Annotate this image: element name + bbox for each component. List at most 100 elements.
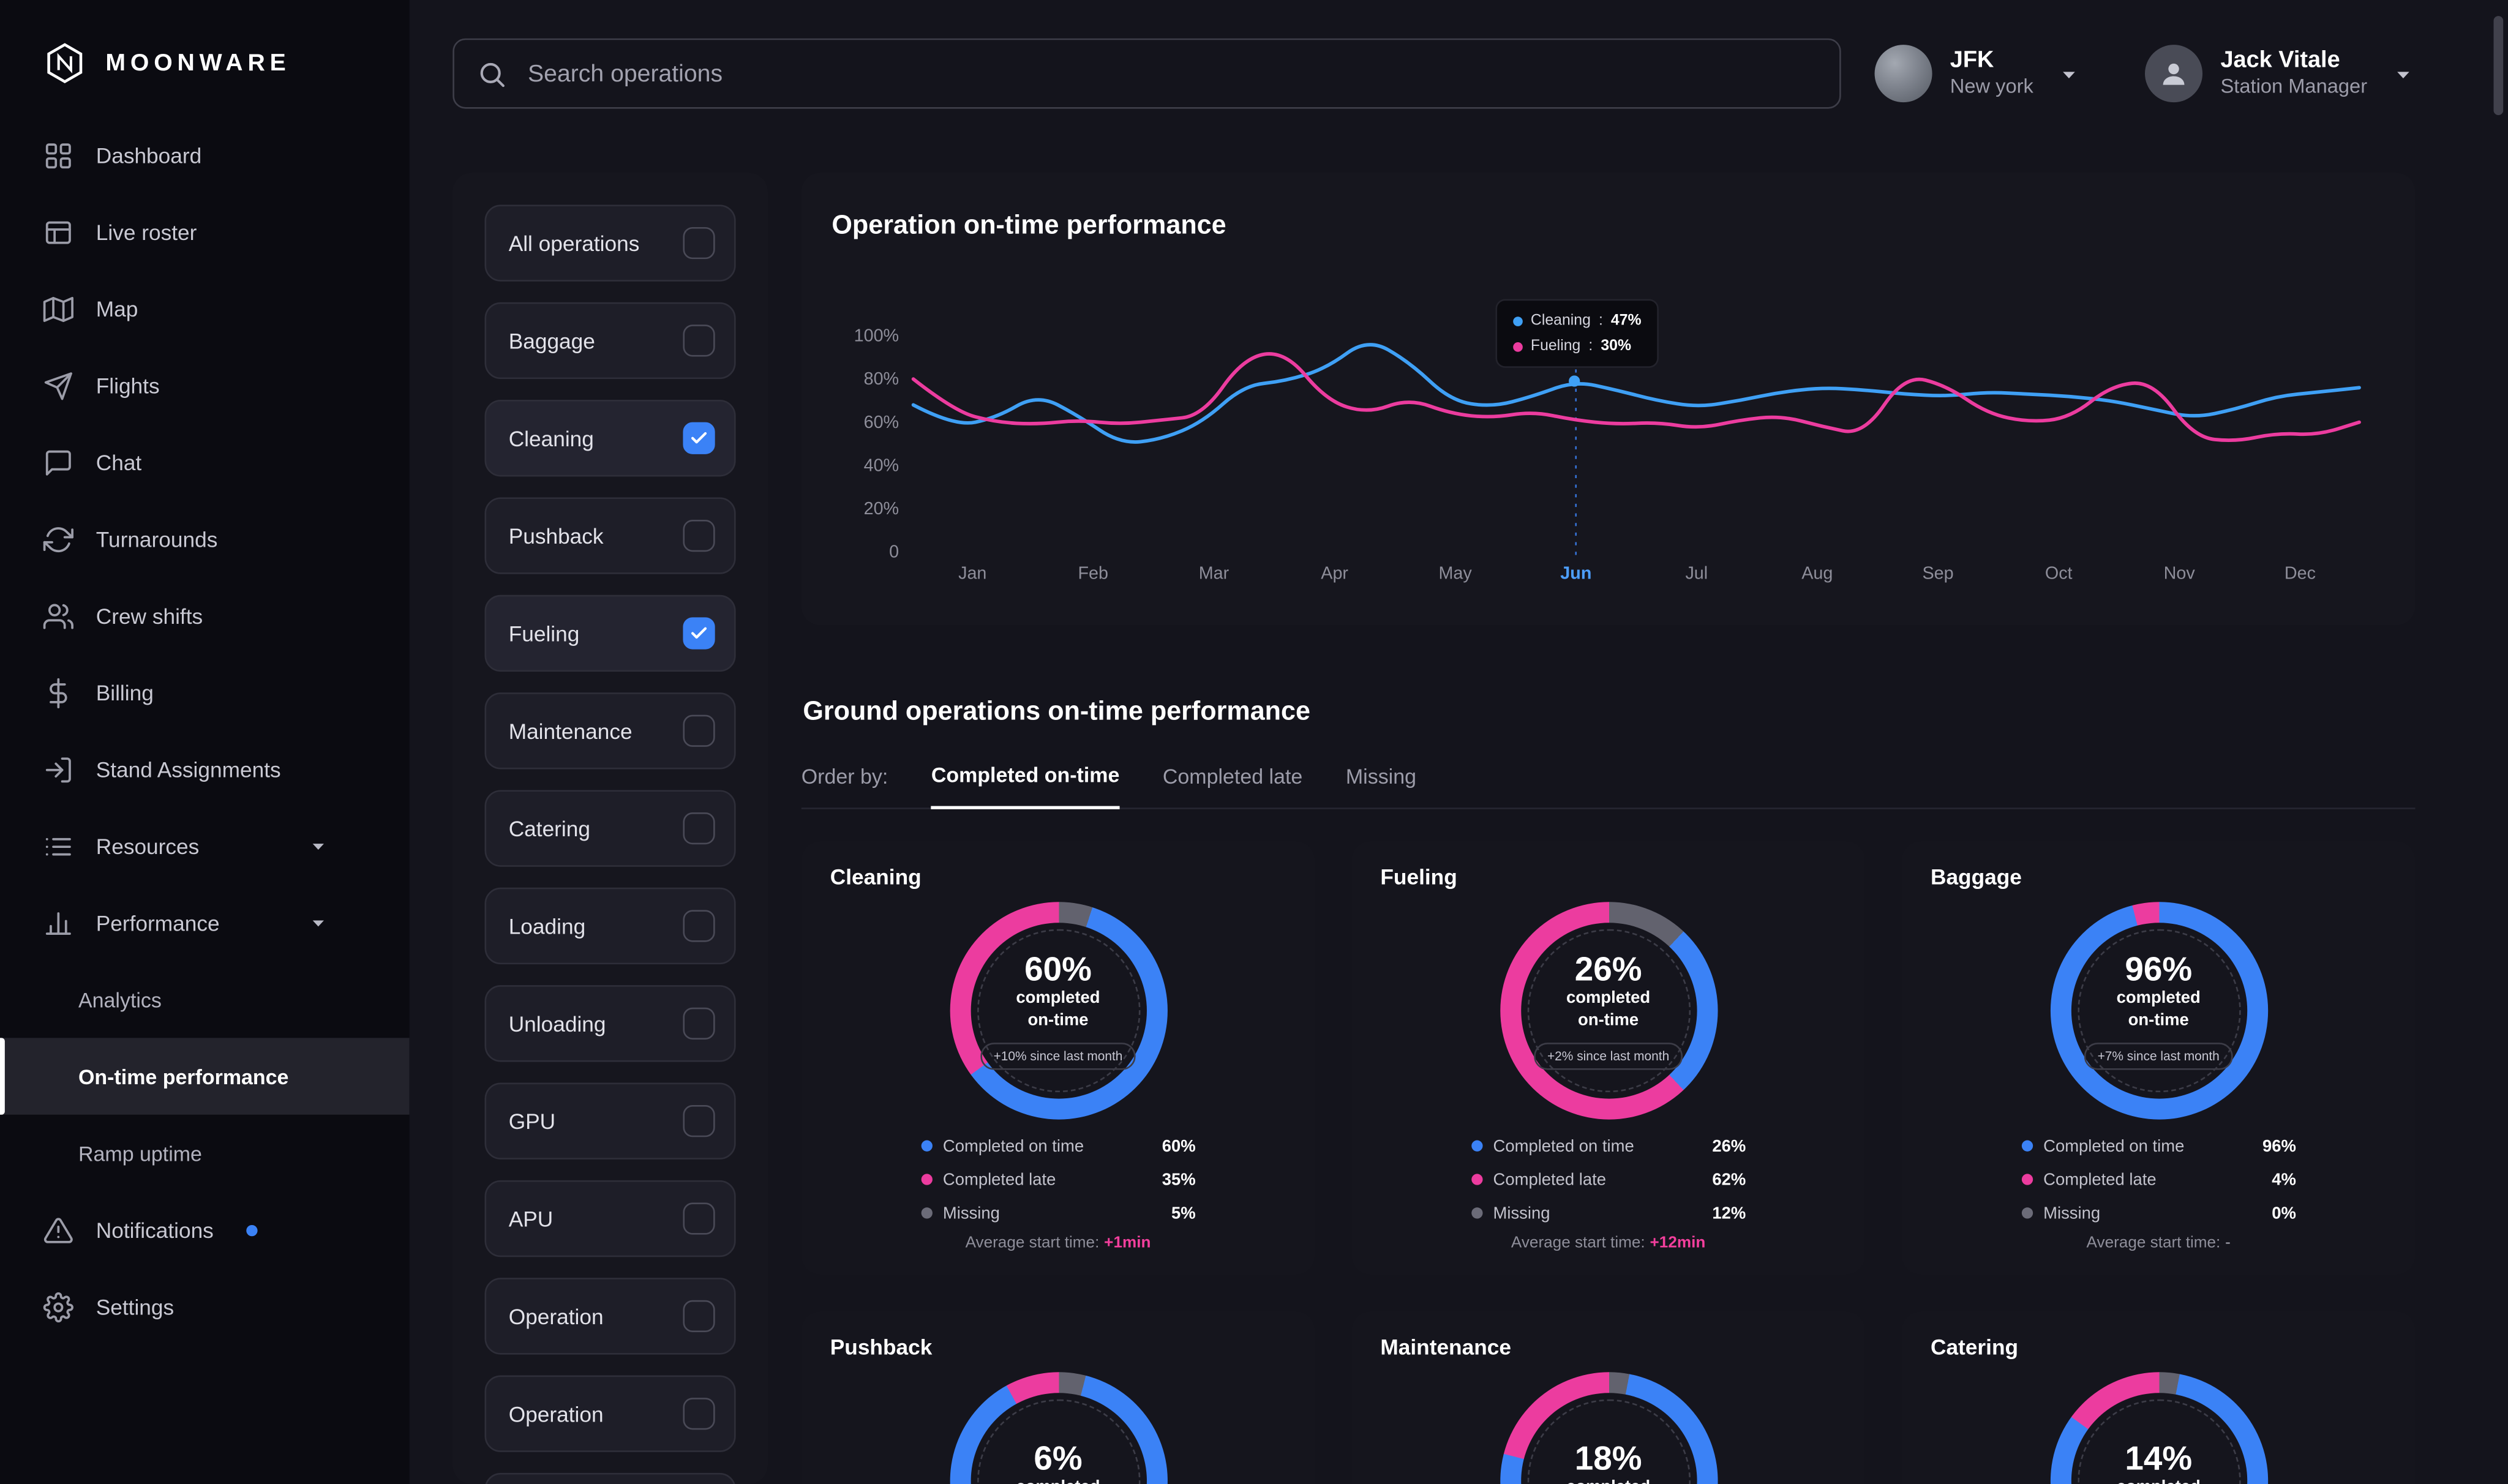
filter-operation[interactable]: Operation <box>484 1472 736 1484</box>
legend-row: Completed on time 60% <box>920 1129 1196 1163</box>
card-title: Catering <box>1930 1335 2019 1360</box>
filter-checkbox[interactable] <box>683 1202 715 1235</box>
donut-label-line1: completed <box>1016 988 1100 1008</box>
filter-label: Catering <box>508 816 590 841</box>
station-city: New york <box>1950 75 2033 98</box>
notification-dot <box>246 1224 257 1235</box>
filter-checkbox[interactable] <box>683 324 715 357</box>
sidebar-item-on-time-performance[interactable]: On-time performance <box>0 1038 410 1115</box>
filter-label: Maintenance <box>508 719 633 743</box>
flights-icon <box>44 372 72 400</box>
donut-label-line1: completed <box>1566 1477 1650 1484</box>
sidebar-item-settings[interactable]: Settings <box>0 1269 410 1345</box>
chevron-down-icon[interactable] <box>307 835 330 858</box>
ontime-performance-chart-card: Operation on-time performance 0 20% 40% 60%… <box>801 173 2416 626</box>
user-menu[interactable]: Jack Vitale Station Manager <box>2145 45 2416 103</box>
filter-checkbox[interactable] <box>683 910 715 942</box>
svg-text:Feb: Feb <box>1078 564 1108 583</box>
sidebar-item-flights[interactable]: Flights <box>0 347 410 424</box>
card-title: Pushback <box>830 1335 933 1360</box>
svg-text:Jun: Jun <box>1560 564 1591 583</box>
operation-cards-grid: Cleaning 60% completed on-time +10% since la… <box>801 841 2416 1484</box>
donut-label-line2: on-time <box>1578 1010 1639 1030</box>
filter-checkbox[interactable] <box>683 227 715 260</box>
filter-checkbox[interactable] <box>683 519 715 552</box>
sidebar-item-dashboard[interactable]: Dashboard <box>0 117 410 193</box>
filter-cleaning[interactable]: Cleaning <box>484 400 736 477</box>
tab-missing[interactable]: Missing <box>1345 763 1417 788</box>
filter-checkbox[interactable] <box>683 1300 715 1332</box>
legend-label: Completed late <box>942 1169 1056 1190</box>
donut-chart: 96% completed on-time +7% since last month <box>2049 902 2267 1120</box>
operation-card-fueling: Fueling 26% completed on-time +2% since last… <box>1351 841 1865 1275</box>
filter-loading[interactable]: Loading <box>484 887 736 965</box>
sidebar-item-live-roster[interactable]: Live roster <box>0 193 410 270</box>
crew-icon <box>43 603 73 629</box>
line-chart-svg[interactable]: 0 20% 40% 60% 80% 100% Jan Feb Mar Apr May Jun Jul Au… <box>828 264 2388 592</box>
filter-checkbox[interactable] <box>683 812 715 845</box>
sidebar-item-stand-assignments[interactable]: Stand Assignments <box>0 731 410 808</box>
topbar-right: JFK New york Jack Vitale Station Manager <box>1875 45 2416 103</box>
search-input[interactable] <box>524 58 1817 89</box>
chevron-down-icon[interactable] <box>2391 62 2415 86</box>
chevron-down-icon[interactable] <box>307 912 330 934</box>
filter-unloading[interactable]: Unloading <box>484 985 736 1062</box>
svg-text:Sep: Sep <box>1922 564 1953 583</box>
legend-value: 4% <box>2272 1169 2296 1190</box>
average-start-time: Average start time: +1min <box>965 1234 1151 1253</box>
chevron-down-icon[interactable] <box>2057 62 2081 86</box>
filter-checkbox[interactable] <box>683 422 715 454</box>
filter-checkbox[interactable] <box>683 714 715 747</box>
order-by-label: Order by: <box>801 763 888 788</box>
filter-checkbox[interactable] <box>683 1105 715 1137</box>
filter-label: All operations <box>508 231 640 255</box>
filter-operation[interactable]: Operation <box>484 1278 736 1355</box>
cleaning-series-dot <box>1513 315 1523 326</box>
filter-all-operations[interactable]: All operations <box>484 204 736 282</box>
filter-label: Unloading <box>508 1011 606 1036</box>
search-bar[interactable] <box>452 38 1841 109</box>
filter-pushback[interactable]: Pushback <box>484 497 736 574</box>
legend-value: 35% <box>1162 1169 1196 1190</box>
sidebar-item-label: Performance <box>96 910 220 935</box>
tab-completed-on-time[interactable]: Completed on-time <box>931 763 1120 809</box>
sidebar-item-crew-shifts[interactable]: Crew shifts <box>0 577 410 654</box>
sidebar-item-performance[interactable]: Performance <box>0 885 410 961</box>
sidebar-item-billing[interactable]: Billing <box>0 654 410 730</box>
filter-baggage[interactable]: Baggage <box>484 302 736 380</box>
filter-checkbox[interactable] <box>683 617 715 650</box>
operations-filter-panel: All operations Baggage Cleaning Pushback Fue… <box>452 173 768 1484</box>
filter-operation[interactable]: Operation <box>484 1375 736 1452</box>
sidebar-item-ramp-uptime[interactable]: Ramp uptime <box>0 1115 410 1191</box>
tab-completed-late[interactable]: Completed late <box>1162 763 1303 788</box>
sidebar-item-label: Chat <box>96 450 142 474</box>
legend-row: Completed on time 96% <box>2021 1129 2296 1163</box>
sidebar-item-turnarounds[interactable]: Turnarounds <box>0 501 410 577</box>
filter-label: Cleaning <box>508 426 594 451</box>
donut-percentage: 26% <box>1574 951 1642 988</box>
scrollbar-thumb[interactable] <box>2493 16 2504 116</box>
sidebar-item-chat[interactable]: Chat <box>0 424 410 500</box>
filter-label: Loading <box>508 913 586 939</box>
filter-maintenance[interactable]: Maintenance <box>484 692 736 770</box>
sidebar-item-notifications[interactable]: Notifications <box>0 1191 410 1268</box>
filter-fueling[interactable]: Fueling <box>484 594 736 672</box>
svg-text:Jan: Jan <box>958 564 986 583</box>
filter-apu[interactable]: APU <box>484 1180 736 1257</box>
sidebar-item-label: Dashboard <box>96 143 202 167</box>
filter-gpu[interactable]: GPU <box>484 1082 736 1160</box>
legend-label: Completed late <box>2043 1169 2157 1190</box>
donut-label-line1: completed <box>1016 1477 1100 1484</box>
station-picker[interactable]: JFK New york <box>1875 45 2081 103</box>
sidebar-item-analytics[interactable]: Analytics <box>0 961 410 1038</box>
filter-checkbox[interactable] <box>683 1007 715 1040</box>
filter-catering[interactable]: Catering <box>484 790 736 867</box>
filter-checkbox[interactable] <box>683 1398 715 1430</box>
legend-value: 96% <box>2262 1136 2296 1156</box>
legend-dot <box>920 1140 932 1152</box>
sidebar-item-label: Stand Assignments <box>96 757 281 782</box>
tooltip-row-fueling: Fueling : 30% <box>1513 337 1641 355</box>
sidebar-item-resources[interactable]: Resources <box>0 808 410 884</box>
sidebar-item-map[interactable]: Map <box>0 270 410 347</box>
